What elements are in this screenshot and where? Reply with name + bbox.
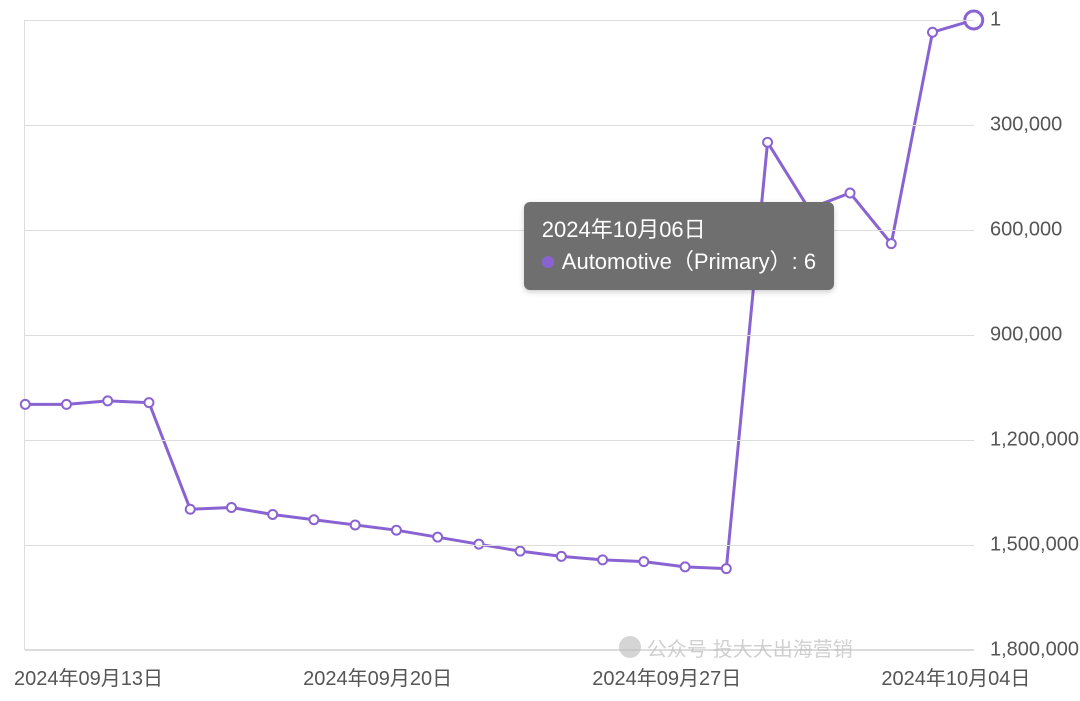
x-tick-label: 2024年09月20日 xyxy=(303,662,452,691)
gridline xyxy=(25,20,974,21)
y-tick-label: 1,500,000 xyxy=(990,533,1079,556)
gridline xyxy=(25,230,974,231)
gridline xyxy=(25,545,974,546)
y-tick-label: 1 xyxy=(990,9,1001,32)
x-tick-label: 2024年09月13日 xyxy=(14,662,163,691)
rank-line-chart: 2024年10月06日 Automotive（Primary）: 6 公众号 投… xyxy=(0,0,1080,701)
y-tick-label: 1,800,000 xyxy=(990,639,1079,662)
x-tick-label: 2024年09月27日 xyxy=(592,662,741,691)
x-tick-label: 2024年10月04日 xyxy=(881,662,1030,691)
watermark-text-a: 公众号 xyxy=(647,633,707,662)
y-tick-label: 600,000 xyxy=(990,218,1062,241)
gridline xyxy=(25,335,974,336)
watermark-text-b: 投大大出海营销 xyxy=(713,633,853,662)
y-tick-label: 300,000 xyxy=(990,113,1062,136)
y-tick-label: 1,200,000 xyxy=(990,428,1079,451)
gridline xyxy=(25,440,974,441)
plot-area xyxy=(24,20,974,650)
gridline xyxy=(25,125,974,126)
y-tick-label: 900,000 xyxy=(990,323,1062,346)
wechat-icon xyxy=(619,636,641,658)
watermark: 公众号 投大大出海营销 xyxy=(619,633,853,662)
